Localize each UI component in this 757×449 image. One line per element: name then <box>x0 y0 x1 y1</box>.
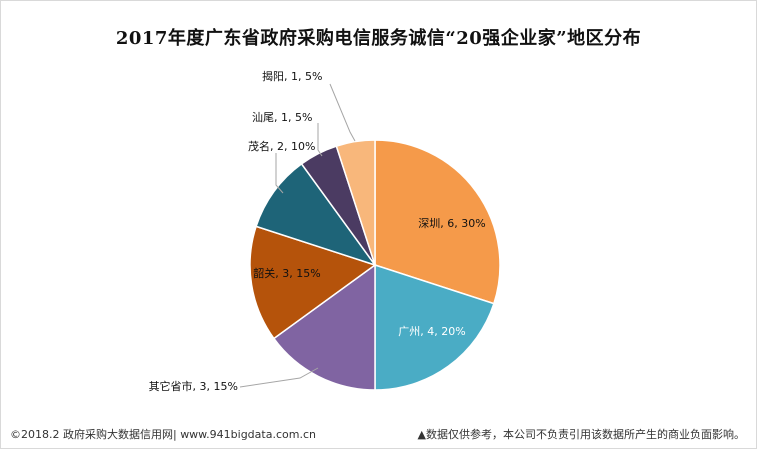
chart-title: 2017年度广东省政府采购电信服务诚信“20强企业家”地区分布 <box>115 28 642 49</box>
pie-slice-7 <box>335 139 376 266</box>
pie-slice-4 <box>249 225 377 340</box>
slice-label-7: 揭阳, 1, 5% <box>262 69 322 83</box>
pie-slices <box>249 139 501 391</box>
leader-line-7 <box>329 83 356 142</box>
leader-line-6 <box>317 123 323 157</box>
leader-line-5 <box>275 153 284 194</box>
slice-label-4: 韶关, 3, 15% <box>253 266 320 280</box>
slice-label-6: 汕尾, 1, 5% <box>252 111 312 124</box>
pie-slice-2 <box>374 263 495 391</box>
label-leader-lines <box>239 83 356 388</box>
slice-label-5: 茂名, 2, 10% <box>248 139 315 153</box>
slice-label-3: 其它省市, 3, 15% <box>149 379 238 393</box>
leader-line-3 <box>239 367 319 388</box>
footer-disclaimer: ▲数据仅供参考，本公司不负责引用该数据所产生的商业负面影响。 <box>417 428 745 441</box>
pie-slice-3 <box>272 263 376 391</box>
slice-label-2: 广州, 4, 20% <box>398 325 465 338</box>
footer-copyright: ©2018.2 政府采购大数据信用网| www.941bigdata.com.c… <box>10 428 316 441</box>
slice-labels: 深圳, 6, 30% 广州, 4, 20% 其它省市, 3, 15% 韶关, 3, 1… <box>149 69 486 393</box>
slice-label-1: 深圳, 6, 30% <box>418 217 485 230</box>
pie-slice-5 <box>255 162 377 267</box>
pie-slice-1 <box>374 139 501 305</box>
